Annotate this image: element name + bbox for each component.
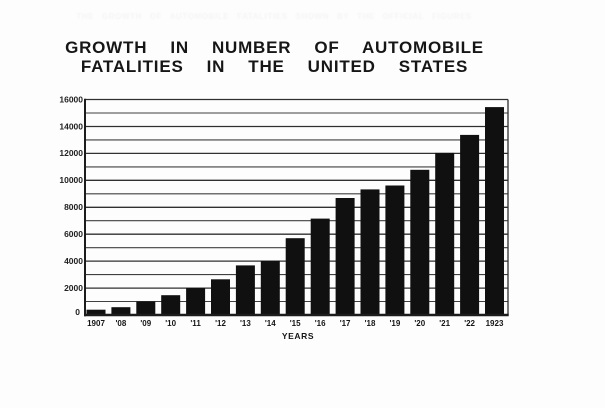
svg-text:'15: '15 — [290, 319, 301, 328]
svg-text:8000: 8000 — [64, 202, 83, 212]
svg-text:'12: '12 — [215, 319, 226, 328]
svg-text:'20: '20 — [414, 319, 425, 328]
svg-text:10000: 10000 — [59, 175, 83, 185]
svg-text:6000: 6000 — [64, 229, 83, 239]
svg-text:12000: 12000 — [59, 148, 83, 158]
svg-text:0: 0 — [75, 307, 80, 317]
svg-text:2000: 2000 — [64, 283, 83, 293]
svg-text:14000: 14000 — [59, 121, 83, 131]
svg-text:'21: '21 — [439, 319, 450, 328]
svg-text:1923: 1923 — [486, 319, 504, 328]
svg-text:'17: '17 — [340, 319, 351, 328]
svg-text:'08: '08 — [115, 319, 126, 328]
svg-text:16000: 16000 — [59, 94, 83, 104]
svg-text:'09: '09 — [140, 319, 151, 328]
svg-text:THE GROWTH OF AUTOMOBILE FATAL: THE GROWTH OF AUTOMOBILE FATALITIES SHOW… — [76, 12, 471, 21]
svg-text:'16: '16 — [315, 319, 326, 328]
svg-text:'19: '19 — [389, 319, 400, 328]
svg-text:4000: 4000 — [64, 256, 83, 266]
svg-text:'10: '10 — [165, 319, 176, 328]
svg-text:'13: '13 — [240, 319, 251, 328]
svg-text:'22: '22 — [464, 319, 475, 328]
svg-text:GROWTH IN NUMBER OF AUTOMOBILE: GROWTH IN NUMBER OF AUTOMOBILE — [65, 38, 484, 57]
svg-text:'14: '14 — [265, 319, 276, 328]
svg-text:'18: '18 — [365, 319, 376, 328]
svg-text:1907: 1907 — [87, 319, 105, 328]
svg-text:FATALITIES IN THE UNITED STATE: FATALITIES IN THE UNITED STATES — [81, 57, 468, 76]
svg-text:'11: '11 — [190, 319, 201, 328]
svg-text:YEARS: YEARS — [282, 331, 314, 341]
